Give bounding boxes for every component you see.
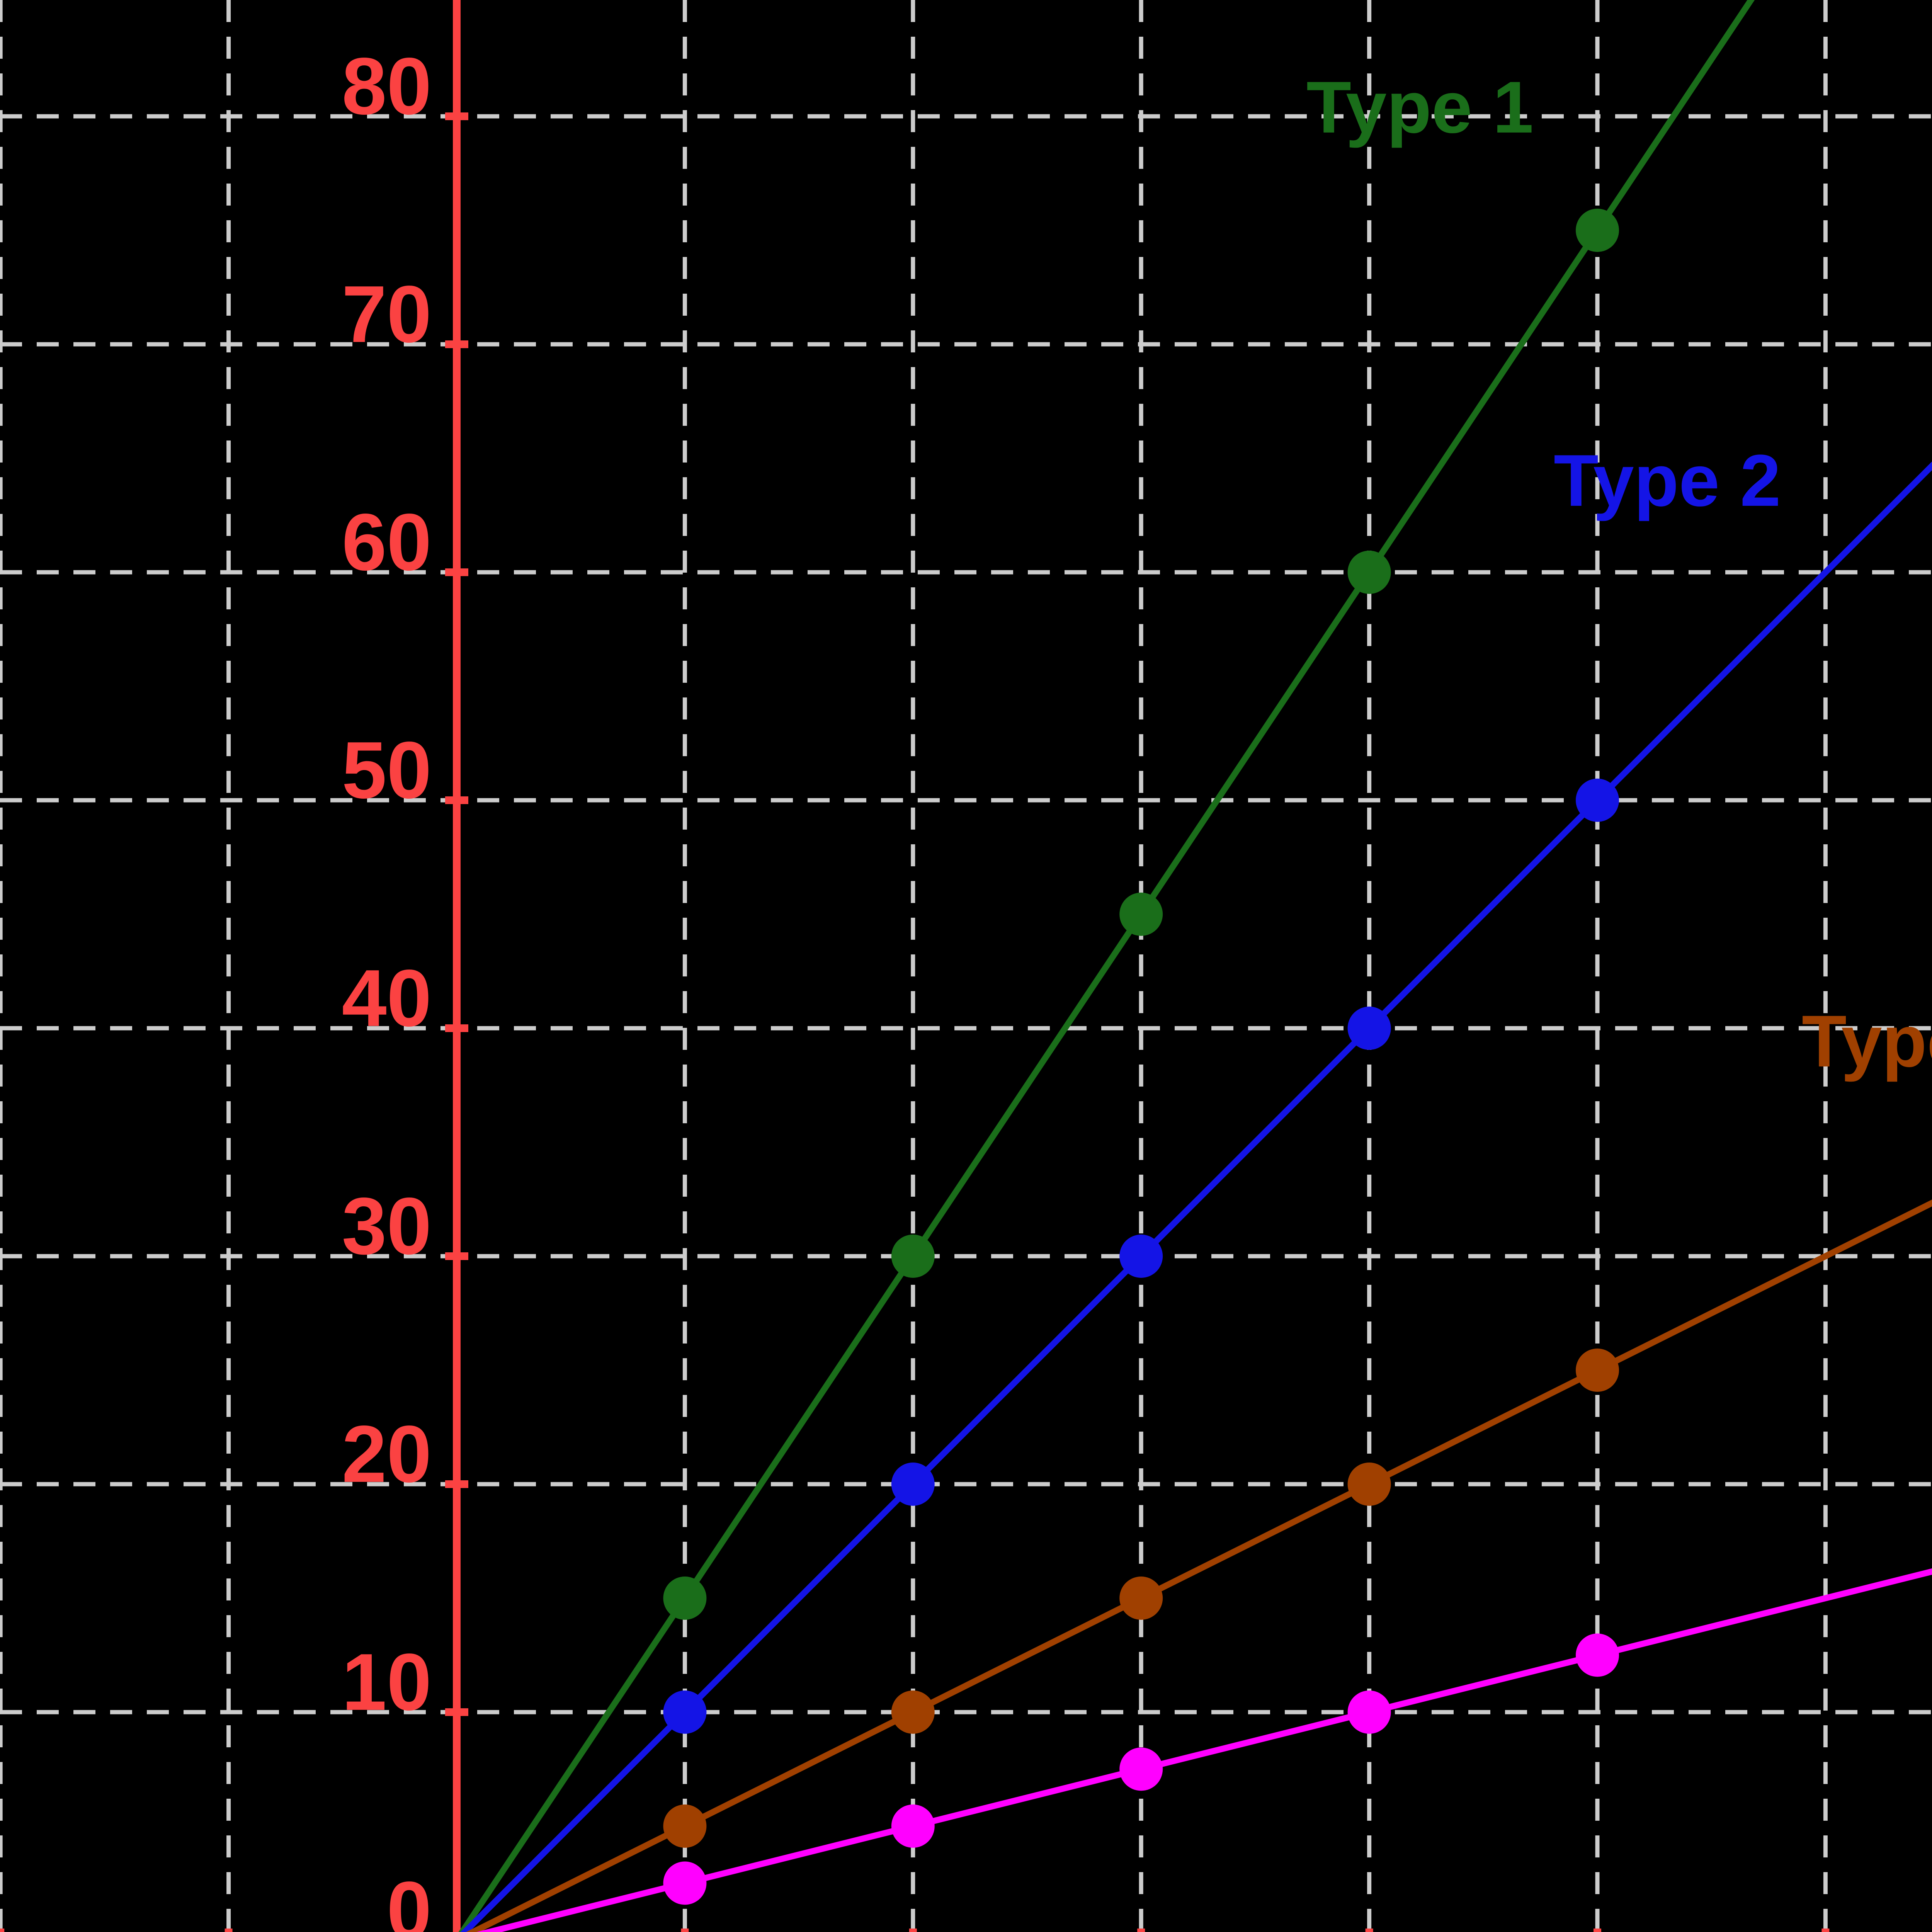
svg-text:80: 80 [342,41,432,131]
svg-text:40: 40 [342,953,432,1043]
svg-text:70: 70 [342,269,432,359]
svg-text:20: 20 [342,1409,432,1499]
svg-text:Type 3: Type 3 [1802,1000,1932,1082]
svg-text:50: 50 [342,725,432,815]
svg-text:Type 2: Type 2 [1554,440,1781,522]
svg-text:30: 30 [342,1181,432,1271]
svg-text:Type 1: Type 1 [1306,66,1534,148]
svg-text:60: 60 [342,497,432,587]
svg-text:10: 10 [342,1637,432,1727]
svg-text:0: 0 [387,1865,432,1932]
